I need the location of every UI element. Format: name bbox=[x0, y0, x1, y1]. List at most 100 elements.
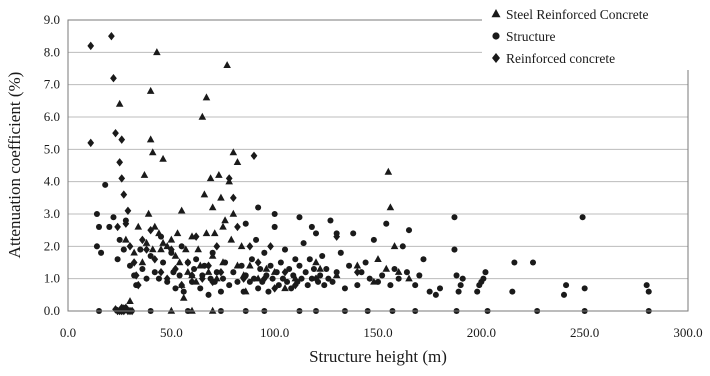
structure-point bbox=[95, 223, 103, 230]
src-point bbox=[312, 258, 320, 266]
structure-point bbox=[284, 278, 291, 285]
structure-point bbox=[197, 285, 204, 292]
structure-point bbox=[420, 256, 427, 263]
structure-point bbox=[296, 262, 303, 269]
legend-marker-circle bbox=[492, 32, 500, 40]
rc-point bbox=[134, 280, 142, 290]
src-point bbox=[146, 135, 155, 143]
structure-point bbox=[137, 246, 144, 253]
src-point bbox=[208, 306, 217, 314]
rc-point bbox=[151, 255, 159, 264]
src-point bbox=[202, 93, 211, 101]
structure-point bbox=[312, 230, 320, 237]
structure-point bbox=[480, 275, 487, 282]
structure-point bbox=[151, 269, 158, 276]
rc-point bbox=[108, 31, 115, 41]
src-point bbox=[223, 61, 231, 68]
structure-point bbox=[362, 259, 369, 266]
rc-point bbox=[120, 190, 128, 199]
src-point bbox=[179, 293, 188, 301]
structure-point bbox=[116, 236, 123, 243]
structure-point bbox=[160, 259, 167, 266]
structure-point bbox=[255, 285, 262, 292]
rc-point bbox=[333, 232, 341, 241]
src-point bbox=[115, 99, 124, 107]
rc-point bbox=[132, 271, 140, 280]
rc-point bbox=[163, 274, 171, 283]
structure-point bbox=[180, 288, 187, 295]
src-point bbox=[229, 148, 238, 156]
rc-point bbox=[188, 271, 196, 280]
src-point bbox=[167, 235, 176, 243]
rc-point bbox=[87, 41, 95, 51]
src-point bbox=[122, 235, 130, 243]
rc-point bbox=[246, 242, 254, 251]
structure-point bbox=[222, 259, 229, 266]
structure-point bbox=[93, 210, 100, 218]
structure-point bbox=[267, 262, 274, 269]
rc-point bbox=[124, 206, 132, 215]
structure-point bbox=[436, 285, 444, 292]
rc-point bbox=[178, 280, 186, 290]
legend-marker-diamond bbox=[492, 53, 500, 63]
rc-point bbox=[118, 135, 126, 144]
rc-point bbox=[240, 274, 248, 283]
src-point bbox=[157, 245, 165, 253]
y-tick-label: 0.0 bbox=[44, 303, 60, 318]
src-point bbox=[182, 245, 190, 253]
rc-point bbox=[130, 258, 138, 267]
legend-label: Reinforced concrete bbox=[506, 51, 615, 66]
rc-point bbox=[281, 268, 289, 277]
x-tick-label: 150.0 bbox=[363, 325, 392, 340]
structure-point bbox=[416, 272, 423, 279]
structure-point bbox=[126, 262, 134, 269]
src-point bbox=[208, 203, 217, 211]
x-tick-label: 100.0 bbox=[260, 325, 289, 340]
structure-point bbox=[292, 256, 299, 263]
structure-point bbox=[482, 269, 489, 276]
legend-label: Steel Reinforced Concrete bbox=[506, 7, 648, 22]
structure-point bbox=[155, 275, 162, 282]
rc-point bbox=[271, 284, 279, 293]
structure-point bbox=[304, 282, 311, 289]
src-point bbox=[126, 297, 134, 305]
structure-point bbox=[374, 278, 382, 285]
rc-point bbox=[205, 261, 212, 270]
structure-point bbox=[172, 285, 179, 292]
y-tick-label: 4.0 bbox=[44, 174, 60, 189]
src-point bbox=[138, 258, 147, 266]
y-tick-label: 8.0 bbox=[44, 44, 60, 59]
legend-label: Structure bbox=[506, 29, 556, 44]
structure-point bbox=[645, 288, 652, 295]
structure-point bbox=[193, 256, 200, 263]
src-point bbox=[194, 245, 202, 253]
structure-point bbox=[643, 282, 650, 289]
src-point bbox=[394, 268, 403, 275]
structure-point bbox=[457, 282, 464, 289]
structure-point bbox=[412, 282, 419, 289]
structure-point bbox=[333, 269, 340, 276]
src-point bbox=[184, 268, 192, 275]
rc-point bbox=[254, 258, 262, 267]
rc-point bbox=[312, 274, 320, 283]
structure-point bbox=[279, 275, 286, 282]
src-point bbox=[316, 264, 324, 272]
tick-label-layer: 0.0 1.0 2.0 3.0 4.0 5.0 6.0 7.0 8.0 9.0 0.0 50.0 100… bbox=[44, 12, 703, 340]
structure-point bbox=[286, 265, 293, 272]
structure-point bbox=[288, 285, 295, 292]
structure-point bbox=[98, 249, 105, 256]
structure-point bbox=[269, 275, 276, 282]
src-point bbox=[204, 268, 213, 275]
structure-point bbox=[329, 278, 336, 285]
y-tick-label: 1.0 bbox=[44, 271, 60, 286]
src-point bbox=[281, 284, 289, 292]
rc-point bbox=[118, 174, 126, 183]
src-point bbox=[386, 203, 395, 211]
rc-point bbox=[110, 74, 117, 83]
structure-point bbox=[325, 275, 332, 282]
src-point bbox=[163, 242, 171, 250]
structure-point bbox=[426, 288, 433, 295]
structure-point bbox=[581, 285, 588, 292]
